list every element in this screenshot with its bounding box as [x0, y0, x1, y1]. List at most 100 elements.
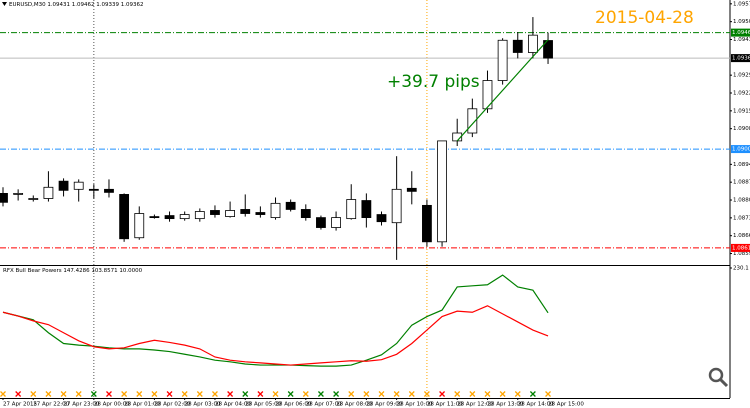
candle-body	[331, 217, 341, 228]
candle-body	[240, 209, 251, 214]
signal-marker	[166, 391, 173, 397]
signal-marker	[60, 391, 67, 397]
candle-body	[391, 188, 402, 224]
indicator-line	[2, 305, 549, 366]
level-label: 1.09005	[732, 147, 750, 153]
signal-marker	[242, 391, 249, 397]
signal-marker	[121, 391, 128, 397]
y-tick-label: 1.08945	[733, 162, 750, 168]
x-tick-label: 28 Apr 13:00	[487, 402, 523, 408]
x-tick-label: 28 Apr 07:00	[306, 402, 342, 408]
candle-body	[482, 80, 493, 110]
x-tick-label: 28 Apr 15:00	[548, 402, 584, 408]
signal-marker	[499, 391, 506, 397]
candle-body	[58, 180, 69, 191]
y-tick-label: 1.08875	[733, 180, 750, 186]
x-tick-label: 27 Apr 22:00	[33, 402, 69, 408]
signal-marker	[90, 391, 97, 397]
candle-body	[497, 39, 508, 81]
y-tick-label: 1.08735	[733, 215, 750, 221]
candle-body	[225, 210, 236, 217]
candle-body	[149, 216, 160, 219]
level-label: 1.08617	[732, 245, 750, 251]
x-tick-label: 28 Apr 10:00	[397, 402, 433, 408]
candle-body	[43, 186, 54, 199]
candle-body	[346, 199, 357, 220]
x-tick-label: 28 Apr 03:00	[185, 402, 221, 408]
x-tick-label: 28 Apr 14:00	[518, 402, 554, 408]
candle-body	[28, 198, 39, 200]
y-tick-label: 1.08595	[733, 251, 750, 257]
signal-marker	[545, 391, 551, 397]
date-annotation: 2015-04-28	[595, 8, 694, 28]
x-tick-label: 28 Apr 02:00	[154, 402, 190, 408]
y-tick-label: 1.09575	[733, 1, 750, 7]
x-tick-label: 28 Apr 04:00	[215, 402, 251, 408]
signal-marker	[469, 391, 476, 397]
candle-body	[285, 201, 296, 210]
candle-body	[119, 194, 130, 240]
level-box	[731, 54, 750, 63]
x-tick-label: 27 Apr 2015	[3, 402, 38, 408]
x-tick-label: 28 Apr 08:00	[336, 402, 372, 408]
signal-marker	[272, 391, 279, 397]
signal-marker	[408, 391, 415, 397]
signal-marker	[348, 391, 355, 397]
signal-marker	[287, 391, 294, 397]
indicator-title: RFX Bull Bear Powers 147.4286 103.8571 1…	[3, 268, 143, 274]
x-tick-label: 27 Apr 23:00	[64, 402, 100, 408]
y-tick-label: 1.08805	[733, 198, 750, 204]
candle-body	[376, 214, 387, 223]
candle-body	[0, 192, 8, 203]
symbol-icon	[2, 2, 7, 6]
signal-marker	[45, 391, 52, 397]
y-tick-label: 1.09505	[733, 19, 750, 25]
candle-body	[210, 210, 220, 215]
candle-body	[104, 188, 114, 193]
signal-marker	[302, 391, 309, 397]
signal-marker	[30, 391, 37, 397]
signal-marker	[484, 391, 491, 397]
signal-marker	[333, 391, 340, 397]
candle-body	[88, 188, 99, 191]
signal-marker	[378, 391, 385, 397]
candle-body	[164, 215, 175, 220]
candle-body	[73, 181, 84, 190]
x-tick-label: 28 Apr 12:00	[457, 402, 493, 408]
y-tick-label: 1.09295	[733, 73, 750, 79]
zoom-icon[interactable]	[708, 367, 729, 388]
signal-marker	[454, 391, 461, 397]
signal-marker	[196, 391, 203, 397]
x-tick-label: 28 Apr 01:00	[124, 402, 160, 408]
level-label: 1.09462	[732, 30, 750, 36]
signal-marker	[227, 391, 234, 397]
signal-marker	[0, 391, 6, 397]
candle-body	[270, 202, 281, 219]
level-box	[731, 28, 750, 37]
y-tick-label: 1.09155	[733, 108, 750, 114]
x-tick-label: 28 Apr 00:00	[94, 402, 130, 408]
candle-body	[316, 217, 326, 228]
candle-body	[437, 140, 447, 243]
y-tick-label: 1.09435	[733, 37, 750, 43]
candle-body	[134, 213, 145, 239]
x-tick-label: 28 Apr 05:00	[245, 402, 281, 408]
y-tick-label: 1.09225	[733, 91, 750, 97]
level-box	[731, 145, 750, 154]
signal-marker	[529, 391, 536, 397]
candle-body	[467, 108, 478, 134]
symbol-info: EURUSD,M30 1.09431 1.09462 1.09339 1.093…	[9, 2, 144, 8]
signal-marker	[257, 391, 264, 397]
signal-marker	[136, 391, 143, 397]
signal-marker	[317, 391, 324, 397]
signal-marker	[423, 391, 430, 397]
pips-annotation: +39.7 pips	[387, 72, 480, 92]
signal-marker	[363, 391, 370, 397]
signal-marker	[393, 391, 400, 397]
candle-body	[528, 34, 538, 53]
y-tick-label: 1.09085	[733, 126, 750, 132]
signal-marker	[181, 391, 188, 397]
level-box	[731, 243, 750, 252]
signal-marker	[106, 391, 112, 397]
